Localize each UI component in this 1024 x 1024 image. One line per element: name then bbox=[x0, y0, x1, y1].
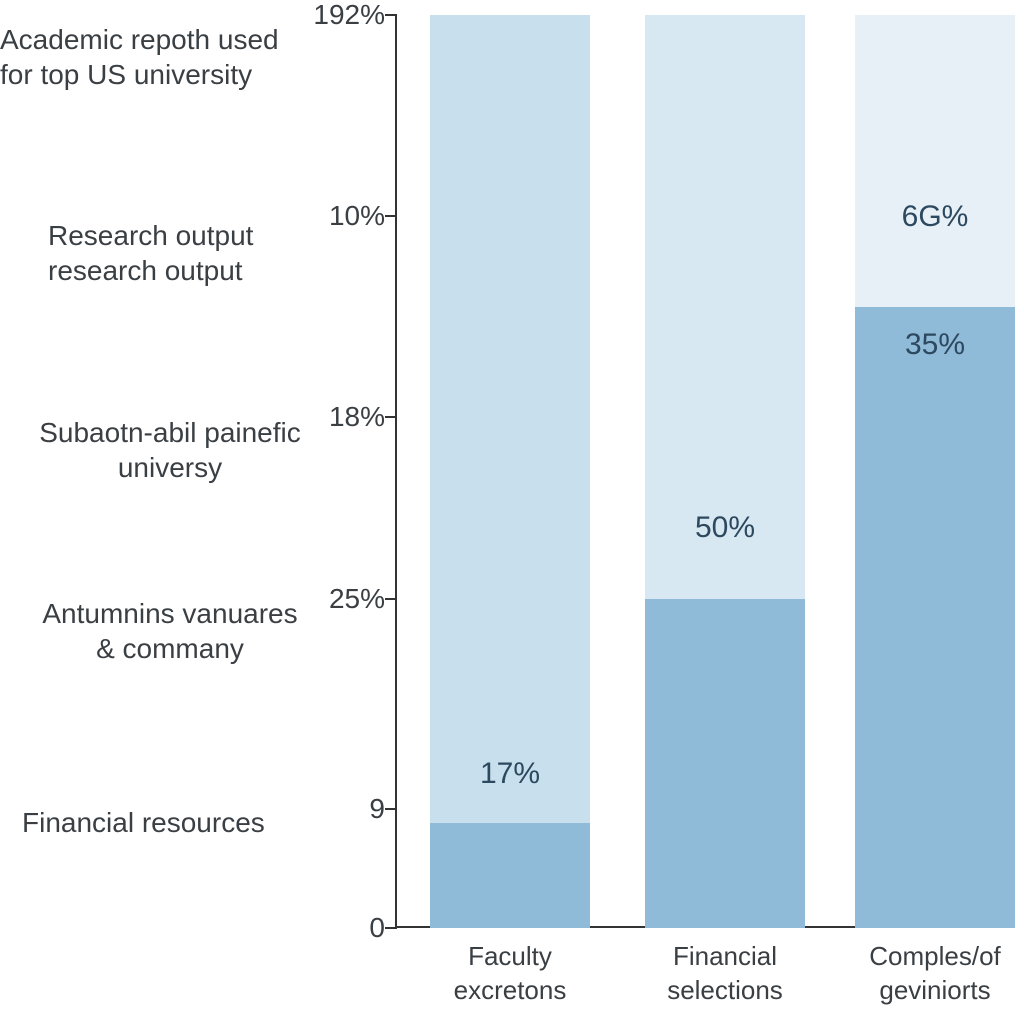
y-tick-mark bbox=[385, 808, 397, 810]
x-category-0: Facultyexcretons bbox=[410, 940, 610, 1008]
y-tick-label-0: 192% bbox=[313, 0, 385, 31]
left-label-line2: research output bbox=[48, 253, 253, 288]
bar-top-label: 6G% bbox=[855, 200, 1015, 234]
left-label-line1: Research output bbox=[48, 218, 253, 253]
bar-inner-label: 35% bbox=[855, 328, 1015, 362]
bar-foreground bbox=[430, 823, 590, 928]
x-category-line2: geviniorts bbox=[835, 974, 1024, 1008]
y-tick-label-2: 18% bbox=[329, 401, 385, 433]
left-label-1: Research outputresearch output bbox=[48, 218, 253, 288]
left-label-line2: & commany bbox=[30, 631, 310, 666]
y-tick-mark bbox=[385, 598, 397, 600]
y-tick-label-3: 25% bbox=[329, 583, 385, 615]
y-tick-mark bbox=[385, 927, 397, 929]
x-category-line2: excretons bbox=[410, 974, 610, 1008]
y-axis-line bbox=[395, 15, 397, 928]
left-label-line1: Academic repoth used bbox=[0, 22, 279, 57]
left-label-2: Subaotn-abil paineficuniversy bbox=[30, 415, 310, 485]
left-label-0: Academic repoth usedfor top US universit… bbox=[0, 22, 279, 92]
x-category-line1: Financial bbox=[625, 940, 825, 974]
bar-group-0: 17% bbox=[430, 15, 590, 928]
plot-area: 17% 50% 6G% 35% bbox=[395, 15, 1015, 928]
chart-container: Academic repoth usedfor top US universit… bbox=[0, 0, 1024, 1024]
y-tick-mark bbox=[385, 416, 397, 418]
y-tick-label-4: 9 bbox=[369, 793, 385, 825]
left-label-line2: for top US university bbox=[0, 57, 279, 92]
y-tick-mark bbox=[385, 215, 397, 217]
left-label-3: Antumnins vanuares& commany bbox=[30, 596, 310, 666]
x-category-line2: selections bbox=[625, 974, 825, 1008]
bar-group-1: 50% bbox=[645, 15, 805, 928]
y-tick-label-1: 10% bbox=[329, 200, 385, 232]
x-category-1: Financialselections bbox=[625, 940, 825, 1008]
x-category-2: Comples/ofgeviniorts bbox=[835, 940, 1024, 1008]
left-label-line2: universy bbox=[30, 450, 310, 485]
y-tick-label-5: 0 bbox=[369, 912, 385, 944]
bar-top-label: 50% bbox=[645, 511, 805, 545]
x-category-line1: Comples/of bbox=[835, 940, 1024, 974]
left-label-line1: Antumnins vanuares bbox=[30, 596, 310, 631]
bar-inner-label: 17% bbox=[430, 757, 590, 791]
bar-group-2: 6G% 35% bbox=[855, 15, 1015, 928]
left-label-line1: Subaotn-abil painefic bbox=[30, 415, 310, 450]
left-label-line1: Financial resources bbox=[22, 805, 265, 840]
bar-foreground bbox=[855, 307, 1015, 928]
left-label-4: Financial resources bbox=[22, 805, 265, 840]
x-category-line1: Faculty bbox=[410, 940, 610, 974]
bar-foreground bbox=[645, 599, 805, 928]
y-tick-mark bbox=[385, 14, 397, 16]
